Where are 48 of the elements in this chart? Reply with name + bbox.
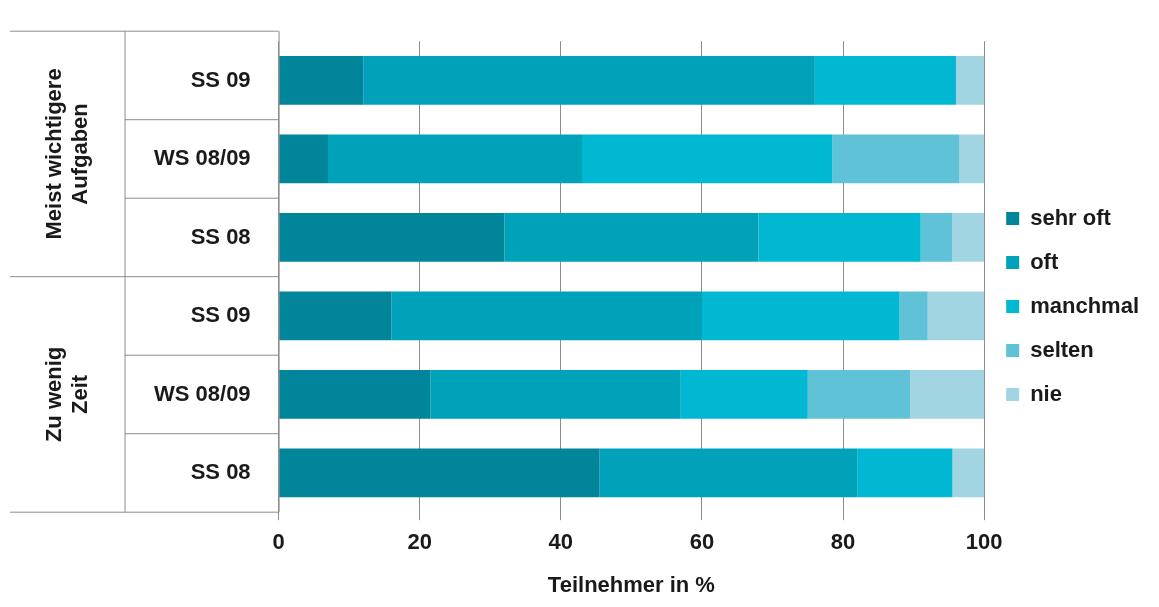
bar bbox=[807, 370, 911, 419]
bar bbox=[955, 56, 985, 105]
legend-label: sehr oft bbox=[1030, 204, 1112, 230]
bar bbox=[328, 134, 582, 184]
bar bbox=[279, 448, 600, 498]
y-tick-label: WS 08/09 bbox=[154, 380, 251, 406]
text: Zu wenig Zeit bbox=[41, 346, 93, 443]
bar bbox=[910, 370, 985, 419]
x-axis-title: Teilnehmer in % bbox=[547, 571, 715, 597]
legend-label: nie bbox=[1030, 380, 1062, 406]
bar bbox=[701, 291, 900, 341]
y-tick-label: SS 08 bbox=[190, 223, 251, 249]
bar bbox=[279, 56, 364, 105]
bar bbox=[832, 134, 960, 184]
bar bbox=[582, 134, 833, 184]
bar bbox=[430, 370, 681, 419]
bar bbox=[391, 291, 702, 341]
legend-label: manchmal bbox=[1030, 292, 1140, 318]
x-tick-label: 60 bbox=[689, 529, 715, 555]
bar bbox=[927, 291, 985, 341]
bar bbox=[279, 213, 505, 262]
bar bbox=[504, 213, 759, 262]
x-tick-label: 80 bbox=[830, 529, 856, 555]
x-tick-label: 40 bbox=[548, 529, 574, 555]
x-tick-label: 20 bbox=[407, 529, 432, 555]
bar bbox=[857, 448, 953, 498]
x-tick-label: 100 bbox=[965, 529, 1003, 555]
bar bbox=[814, 56, 956, 105]
y-tick-label: WS 08/09 bbox=[154, 145, 251, 171]
text: Meist wichtigere Aufgaben bbox=[41, 68, 93, 240]
bar bbox=[279, 291, 392, 341]
bar bbox=[680, 370, 808, 419]
y-tick-label: SS 08 bbox=[190, 459, 251, 485]
bar bbox=[952, 448, 985, 498]
bar bbox=[920, 213, 953, 262]
bar bbox=[758, 213, 921, 262]
bar bbox=[952, 213, 985, 262]
x-tick-label: 0 bbox=[272, 529, 285, 555]
legend-label: oft bbox=[1030, 248, 1059, 274]
legend-label: selten bbox=[1030, 336, 1094, 362]
y-tick-label: SS 09 bbox=[190, 302, 251, 328]
bar bbox=[959, 134, 985, 184]
bar bbox=[279, 134, 328, 184]
bar bbox=[599, 448, 858, 498]
bar bbox=[899, 291, 928, 341]
bar bbox=[363, 56, 815, 105]
bar bbox=[279, 370, 431, 419]
y-tick-label: SS 09 bbox=[190, 66, 251, 92]
